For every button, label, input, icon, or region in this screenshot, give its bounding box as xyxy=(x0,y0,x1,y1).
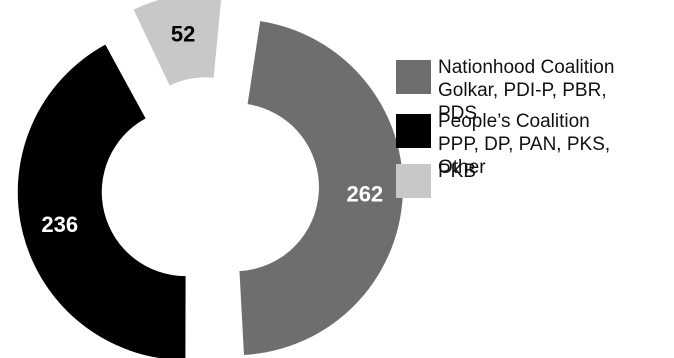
legend-swatch-pkb xyxy=(396,164,431,198)
legend-item-nationhood: Nationhood Coalition Golkar, PDI-P, PBR,… xyxy=(396,56,672,124)
legend-line: PDS xyxy=(438,103,478,124)
legend-label-nationhood: Nationhood Coalition Golkar, PDI-P, PBR,… xyxy=(438,56,614,125)
legend-line: Nationhood Coalition xyxy=(438,57,615,78)
slice-value-label: 52 xyxy=(171,21,195,46)
slice-nationhood xyxy=(239,21,403,355)
legend-line: PPP, DP, PAN, PKS, xyxy=(438,134,611,155)
slice-peoples xyxy=(17,44,186,358)
legend-swatch-nationhood xyxy=(396,60,431,94)
legend-line: People’s Coalition xyxy=(438,111,590,132)
legend-label-pkb: PKB xyxy=(438,160,476,183)
slice-value-label: 262 xyxy=(346,182,383,207)
legend-line: Other xyxy=(438,157,486,178)
legend: Nationhood Coalition Golkar, PDI-P, PBR,… xyxy=(396,56,672,210)
legend-item-peoples: People’s Coalition PPP, DP, PAN, PKS, Ot… xyxy=(396,110,672,178)
legend-line: PKB xyxy=(438,161,477,182)
slice-value-label: 236 xyxy=(41,212,78,237)
legend-swatch-peoples xyxy=(396,114,431,148)
legend-item-pkb: PKB xyxy=(396,160,672,200)
legend-line: Golkar, PDI-P, PBR, xyxy=(438,80,607,101)
slice-pkb xyxy=(133,0,222,86)
legend-label-peoples: People’s Coalition PPP, DP, PAN, PKS, Ot… xyxy=(438,110,610,179)
